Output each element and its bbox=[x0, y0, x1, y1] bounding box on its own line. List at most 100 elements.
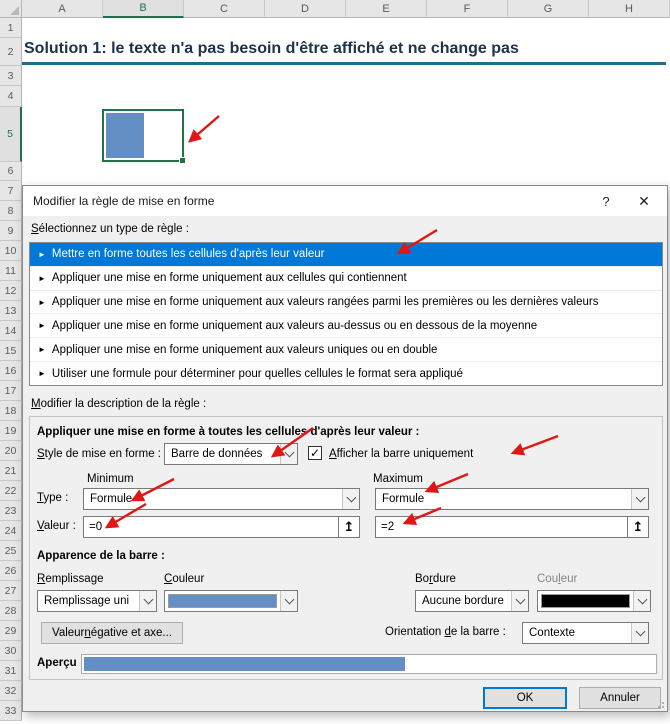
chevron-down-icon[interactable] bbox=[511, 591, 528, 611]
border-color-combobox[interactable] bbox=[537, 590, 651, 612]
dialog-titlebar[interactable]: Modifier la règle de mise en forme ? ✕ bbox=[23, 186, 667, 216]
row-header-15[interactable]: 15 bbox=[0, 341, 22, 361]
row-header-18[interactable]: 18 bbox=[0, 401, 22, 421]
bar-orientation-value: Contexte bbox=[529, 627, 576, 639]
row-header-26[interactable]: 26 bbox=[0, 561, 22, 581]
chevron-down-icon[interactable] bbox=[631, 623, 648, 643]
row-header-11[interactable]: 11 bbox=[0, 261, 22, 281]
row-header-22[interactable]: 22 bbox=[0, 481, 22, 501]
row-header-8[interactable]: 8 bbox=[0, 201, 22, 221]
row-header-25[interactable]: 25 bbox=[0, 541, 22, 561]
rule-type-item[interactable]: ► Appliquer une mise en forme uniquement … bbox=[30, 338, 662, 363]
preview-databar bbox=[84, 657, 406, 671]
type-min-combobox[interactable]: Formule bbox=[83, 488, 360, 510]
row-header-9[interactable]: 9 bbox=[0, 221, 22, 241]
row-header-20[interactable]: 20 bbox=[0, 441, 22, 461]
column-header-E[interactable]: E bbox=[346, 0, 427, 18]
row-header-14[interactable]: 14 bbox=[0, 321, 22, 341]
column-header-G[interactable]: G bbox=[508, 0, 589, 18]
row-header-23[interactable]: 23 bbox=[0, 501, 22, 521]
row-header-17[interactable]: 17 bbox=[0, 381, 22, 401]
fill-type-value: Remplissage uni bbox=[44, 595, 130, 607]
annotation-arrow bbox=[188, 115, 220, 143]
bar-orientation-combobox[interactable]: Contexte bbox=[522, 622, 649, 644]
rule-bullet-icon: ► bbox=[38, 297, 46, 307]
collapse-dialog-icon[interactable]: ↥ bbox=[338, 517, 359, 537]
cancel-button[interactable]: Annuler bbox=[579, 687, 661, 709]
fill-label: Remplissage bbox=[37, 573, 104, 585]
value-min-input[interactable]: =0 ↥ bbox=[83, 516, 360, 538]
format-style-combobox[interactable]: Barre de données bbox=[164, 443, 298, 465]
row-header-30[interactable]: 30 bbox=[0, 641, 22, 661]
resize-grip[interactable] bbox=[654, 698, 664, 708]
preview-label: Aperçu : bbox=[37, 657, 84, 669]
chevron-down-icon[interactable] bbox=[280, 444, 297, 464]
value-max-input[interactable]: =2 ↥ bbox=[375, 516, 649, 538]
row-header-24[interactable]: 24 bbox=[0, 521, 22, 541]
rule-type-item[interactable]: ► Appliquer une mise en forme uniquement … bbox=[30, 291, 662, 315]
column-header-A[interactable]: A bbox=[22, 0, 103, 18]
row-header-31[interactable]: 31 bbox=[0, 661, 22, 681]
border-color-label: Couleur bbox=[537, 573, 578, 585]
row-header-28[interactable]: 28 bbox=[0, 601, 22, 621]
minimum-label: Minimum bbox=[87, 473, 134, 485]
row-header-3[interactable]: 3 bbox=[0, 66, 22, 86]
column-header-F[interactable]: F bbox=[427, 0, 508, 18]
rule-type-text: Appliquer une mise en forme uniquement a… bbox=[51, 296, 599, 309]
rule-bullet-icon: ► bbox=[38, 249, 46, 259]
fill-color-combobox[interactable] bbox=[164, 590, 298, 612]
format-style-value: Barre de données bbox=[171, 448, 263, 460]
show-bar-only-checkbox[interactable]: ✓ bbox=[308, 446, 322, 460]
negative-value-axis-button[interactable]: Valeur n égative et axe... bbox=[41, 622, 183, 644]
cell-B5[interactable] bbox=[102, 109, 186, 164]
row-header-7[interactable]: 7 bbox=[0, 181, 22, 201]
chevron-down-icon[interactable] bbox=[280, 591, 297, 611]
value-max-text: =2 bbox=[381, 521, 395, 533]
row-header-27[interactable]: 27 bbox=[0, 581, 22, 601]
type-max-combobox[interactable]: Formule bbox=[375, 488, 649, 510]
chevron-down-icon[interactable] bbox=[633, 591, 650, 611]
column-header-H[interactable]: H bbox=[589, 0, 670, 18]
row-header-21[interactable]: 21 bbox=[0, 461, 22, 481]
column-header-C[interactable]: C bbox=[184, 0, 265, 18]
rule-type-listbox[interactable]: ► Mettre en forme toutes les cellules d'a… bbox=[29, 242, 663, 386]
row-header-19[interactable]: 19 bbox=[0, 421, 22, 441]
row-header-16[interactable]: 16 bbox=[0, 361, 22, 381]
column-header-B[interactable]: B bbox=[103, 0, 184, 18]
fill-handle[interactable] bbox=[179, 157, 186, 164]
fill-type-combobox[interactable]: Remplissage uni bbox=[37, 590, 157, 612]
maximum-label: Maximum bbox=[373, 473, 423, 485]
rule-type-text: Appliquer une mise en forme uniquement a… bbox=[51, 343, 438, 356]
row-header-1[interactable]: 1 bbox=[0, 18, 22, 38]
column-header-D[interactable]: D bbox=[265, 0, 346, 18]
chevron-down-icon[interactable] bbox=[631, 489, 648, 509]
chevron-down-icon[interactable] bbox=[139, 591, 156, 611]
row-header-32[interactable]: 32 bbox=[0, 681, 22, 701]
row-header-29[interactable]: 29 bbox=[0, 621, 22, 641]
rule-type-text: Appliquer une mise en forme uniquement a… bbox=[51, 319, 538, 332]
rule-type-item[interactable]: ► Appliquer une mise en forme uniquement … bbox=[30, 314, 662, 339]
chevron-down-icon[interactable] bbox=[342, 489, 359, 509]
border-type-value: Aucune bordure bbox=[422, 595, 504, 607]
ok-button[interactable]: OK bbox=[483, 687, 567, 709]
rule-type-item[interactable]: ► Mettre en forme toutes les cellules d'a… bbox=[30, 243, 662, 267]
select-all-corner[interactable] bbox=[0, 0, 22, 18]
row-header-12[interactable]: 12 bbox=[0, 281, 22, 301]
row-header-33[interactable]: 33 bbox=[0, 701, 22, 721]
close-icon[interactable]: ✕ bbox=[638, 192, 650, 209]
rule-type-item[interactable]: ► Appliquer une mise en forme uniquement … bbox=[30, 267, 662, 291]
row-header-4[interactable]: 4 bbox=[0, 86, 22, 107]
fill-color-label: Couleur bbox=[164, 573, 205, 585]
rule-bullet-icon: ► bbox=[38, 321, 46, 331]
row-header-6[interactable]: 6 bbox=[0, 162, 22, 181]
collapse-dialog-icon[interactable]: ↥ bbox=[627, 517, 648, 537]
row-header-10[interactable]: 10 bbox=[0, 241, 22, 261]
row-header-13[interactable]: 13 bbox=[0, 301, 22, 321]
row-header-2[interactable]: 2 bbox=[0, 38, 22, 66]
rule-bullet-icon: ► bbox=[38, 345, 46, 355]
row-header-5[interactable]: 5 bbox=[0, 107, 22, 162]
border-type-combobox[interactable]: Aucune bordure bbox=[415, 590, 529, 612]
help-icon[interactable]: ? bbox=[602, 193, 610, 209]
rule-type-item[interactable]: ► Utiliser une formule pour déterminer po… bbox=[30, 362, 662, 385]
